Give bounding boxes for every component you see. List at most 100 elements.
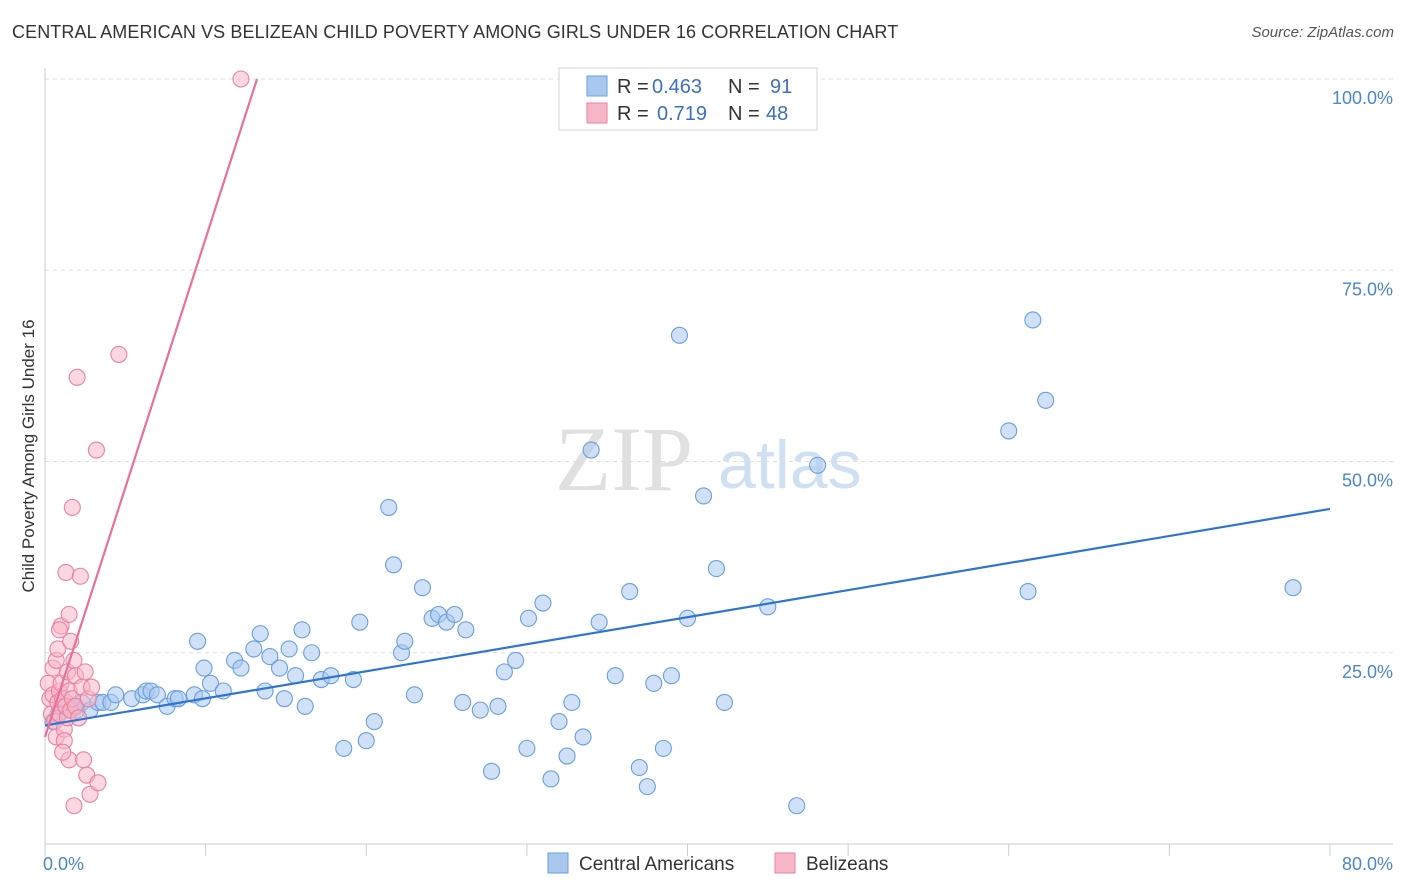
legend-n-label-pink: N = <box>728 103 760 125</box>
central-american-point-25 <box>201 674 219 692</box>
y-tick-label-2: 75.0% <box>1342 279 1393 299</box>
central-american-point-84 <box>707 560 725 578</box>
x-tick-labels: 0.0% 80.0% <box>43 854 1393 874</box>
bottom-legend-swatch-blue <box>547 852 569 874</box>
central-american-point-57 <box>454 693 472 712</box>
y-tick-label-1: 50.0% <box>1342 471 1393 491</box>
legend-n-value-blue: 91 <box>770 76 792 98</box>
legend-n-value-pink: 48 <box>766 103 788 125</box>
central-american-point-89 <box>1000 422 1018 440</box>
central-american-point-66 <box>534 594 552 612</box>
central-american-point-71 <box>574 728 592 746</box>
central-american-point-88 <box>809 456 827 474</box>
central-american-point-86 <box>759 598 777 616</box>
belizean-point-34 <box>71 567 89 585</box>
central-american-point-64 <box>518 739 536 757</box>
trend-lines <box>43 78 1331 738</box>
belizeans-points <box>39 70 250 815</box>
legend-swatch-blue <box>586 75 608 97</box>
central-american-point-48 <box>385 556 403 574</box>
belizean-point-41 <box>83 678 101 696</box>
belizean-point-36 <box>75 751 93 769</box>
central-american-point-65 <box>519 609 538 627</box>
trend-line-belizeans <box>43 78 259 738</box>
central-american-point-70 <box>563 693 581 712</box>
belizean-point-29 <box>65 797 83 815</box>
central-american-point-75 <box>621 582 639 601</box>
belizean-point-26 <box>63 498 81 516</box>
y-tick-labels: 25.0% 50.0% 75.0% 100.0% <box>1332 88 1393 682</box>
central-american-point-28 <box>232 659 250 677</box>
chart-title: CENTRAL AMERICAN VS BELIZEAN CHILD POVER… <box>12 22 899 42</box>
central-american-point-68 <box>550 713 568 731</box>
central-american-point-76 <box>630 758 648 777</box>
belizean-point-47 <box>54 743 72 761</box>
source-label: Source: ZipAtlas.com <box>1251 24 1394 41</box>
central-american-point-92 <box>1037 391 1055 409</box>
belizean-point-43 <box>89 774 107 792</box>
central-american-point-63 <box>507 651 525 669</box>
y-axis-title: Child Poverty Among Girls Under 16 <box>19 319 38 592</box>
legend-r-value-pink: 0.719 <box>657 103 707 125</box>
central-american-point-50 <box>396 632 414 650</box>
central-american-point-91 <box>1024 311 1042 329</box>
watermark-atlas: atlas <box>718 427 862 503</box>
central-american-point-29 <box>245 640 263 658</box>
central-american-point-81 <box>670 326 689 344</box>
central-american-point-69 <box>558 747 576 765</box>
bottom-legend-swatch-pink <box>774 852 796 874</box>
central-american-point-72 <box>582 441 600 459</box>
belizean-point-46 <box>50 621 69 639</box>
central-american-point-78 <box>645 674 663 692</box>
belizean-point-37 <box>76 663 94 681</box>
central-american-point-73 <box>590 613 608 631</box>
legend-r-label-blue: R = <box>617 76 649 98</box>
belizean-point-44 <box>110 345 128 363</box>
central-american-point-77 <box>638 778 656 796</box>
central-american-point-62 <box>495 663 513 681</box>
belizean-point-8 <box>49 640 67 658</box>
central-american-point-74 <box>606 667 624 685</box>
central-american-point-47 <box>380 498 398 516</box>
belizean-point-17 <box>57 563 75 581</box>
belizean-point-21 <box>60 605 78 624</box>
belizean-point-42 <box>87 441 105 459</box>
central-american-point-31 <box>261 648 279 666</box>
x-tick-label-0: 0.0% <box>43 854 84 874</box>
central-american-point-42 <box>335 739 353 757</box>
legend-n-label-blue: N = <box>728 76 760 98</box>
central-american-point-61 <box>489 697 507 715</box>
central-american-point-60 <box>482 762 501 780</box>
legend-swatch-pink <box>586 102 608 124</box>
central-american-point-83 <box>695 487 713 505</box>
central-american-point-90 <box>1019 582 1037 601</box>
central-american-point-93 <box>1284 579 1302 597</box>
central-american-point-39 <box>303 644 321 662</box>
central-american-point-51 <box>405 686 423 704</box>
central-american-point-17 <box>148 686 166 704</box>
central-american-point-34 <box>275 690 293 708</box>
legend-r-value-blue: 0.463 <box>652 76 702 98</box>
y-tick-label-3: 100.0% <box>1332 88 1393 108</box>
bottom-legend-label-blue: Central Americans <box>579 854 734 875</box>
watermark-zip: ZIP <box>555 408 693 510</box>
central-american-point-85 <box>715 693 733 712</box>
central-american-point-59 <box>471 701 489 719</box>
central-american-point-30 <box>251 625 269 643</box>
central-american-point-87 <box>788 797 806 815</box>
central-american-point-35 <box>280 640 298 658</box>
legend-r-label-pink: R = <box>617 103 649 125</box>
central-american-point-56 <box>446 605 464 624</box>
central-american-point-24 <box>195 659 213 677</box>
central-americans-points <box>44 311 1302 815</box>
central-american-point-44 <box>351 613 369 631</box>
central-american-point-38 <box>296 697 314 715</box>
central-american-point-80 <box>662 667 680 685</box>
central-american-point-58 <box>457 621 475 639</box>
correlation-legend: R = 0.463 N = 91 R = 0.719 N = 48 <box>558 67 818 131</box>
belizean-point-45 <box>232 70 250 88</box>
central-american-point-46 <box>365 713 383 731</box>
central-american-point-32 <box>256 682 274 700</box>
central-american-point-37 <box>293 621 311 639</box>
